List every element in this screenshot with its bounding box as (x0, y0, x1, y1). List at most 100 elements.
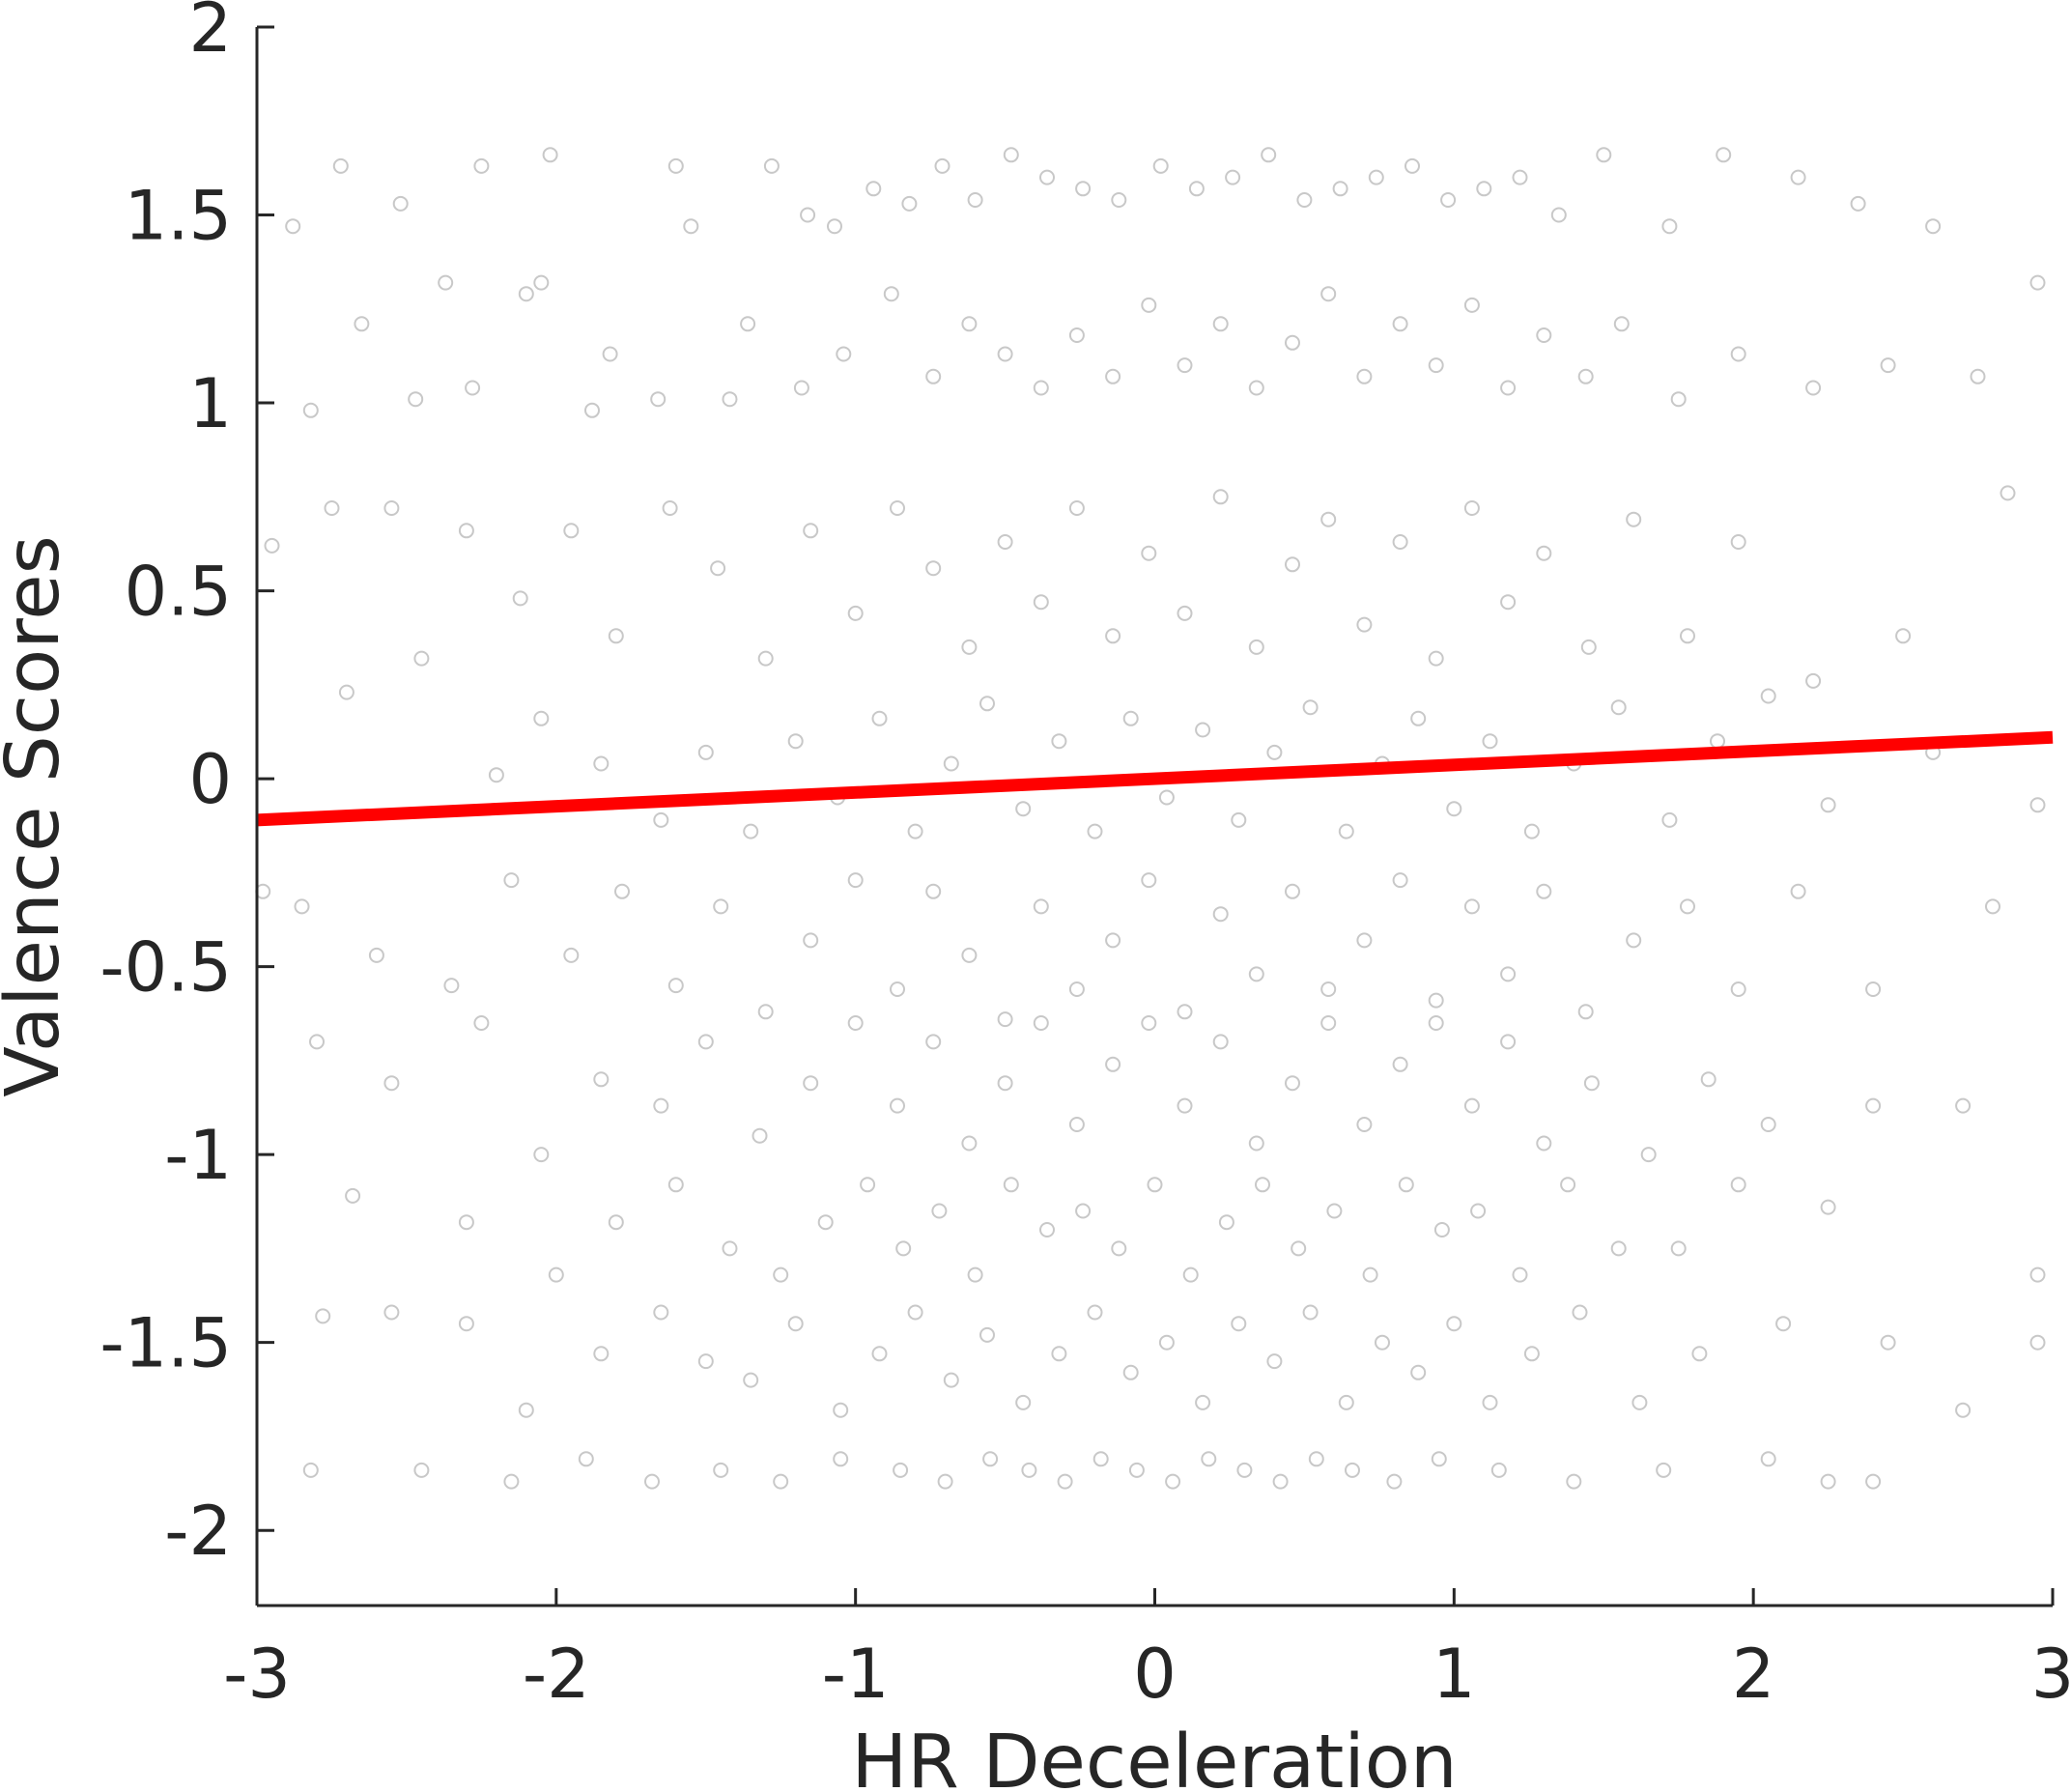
scatter-point (934, 157, 950, 174)
scatter-point (662, 500, 678, 516)
scatter-point (827, 218, 842, 235)
scatter-point (865, 181, 882, 197)
scatter-point (697, 1353, 714, 1370)
scatter-point (1177, 1004, 1193, 1020)
scatter-point (1410, 1364, 1427, 1380)
scatter-point (644, 1473, 660, 1490)
scatter-point (1730, 346, 1746, 362)
scatter-point (1087, 1304, 1103, 1321)
scatter-point (1158, 1334, 1175, 1351)
scatter-point (743, 1372, 759, 1388)
scatter-point (1790, 883, 1806, 899)
scatter-point (578, 1451, 594, 1467)
scatter-point (773, 1473, 789, 1490)
scatter-point (1500, 594, 1517, 611)
scatter-point (1177, 1097, 1193, 1114)
scatter-point (1730, 981, 1746, 997)
scatter-point (1865, 1473, 1882, 1490)
scatter-point (1075, 1203, 1092, 1219)
scatter-point (1631, 1394, 1648, 1410)
scatter-point (1463, 500, 1480, 516)
scatter-point (667, 1177, 684, 1193)
scatter-point (1051, 1346, 1067, 1362)
scatter-point (1577, 1004, 1594, 1020)
scatter-point (1680, 898, 1695, 915)
scatter-point (1141, 297, 1157, 313)
scatter-point (2029, 274, 2046, 291)
scatter-point (1583, 1075, 1600, 1092)
scatter-point (1302, 1304, 1319, 1321)
scatter-point (803, 932, 819, 949)
scatter-point (925, 560, 942, 577)
scatter-point (1760, 1451, 1776, 1467)
scatter-point (697, 1034, 714, 1050)
scatter-point (458, 1316, 474, 1332)
scatter-point (1820, 1199, 1836, 1215)
scatter-point (438, 274, 454, 291)
scatter-point (1152, 157, 1169, 174)
scatter-point (1386, 1473, 1403, 1490)
scatter-point (1291, 1240, 1307, 1257)
scatter-point (1326, 1203, 1343, 1219)
scatter-point (1428, 1015, 1444, 1031)
scatter-point (1068, 1117, 1085, 1132)
scatter-point (1338, 1394, 1354, 1410)
scatter-point (1566, 1473, 1582, 1490)
scatter-point (1970, 368, 1986, 384)
scatter-point (1805, 380, 1822, 396)
scatter-point (1068, 981, 1085, 997)
scatter-point (1320, 511, 1337, 527)
scatter-point (458, 1214, 474, 1231)
scatter-point (1428, 650, 1444, 667)
y-tick-label: -0.5 (99, 928, 232, 1008)
scatter-point (1428, 357, 1444, 374)
scatter-point (1356, 1117, 1373, 1132)
scatter-point (593, 1071, 610, 1088)
scatter-point (836, 346, 852, 362)
scatter-point (302, 1462, 319, 1478)
scatter-point (309, 1034, 325, 1050)
scatter-point (2000, 485, 2016, 501)
scatter-point (931, 1203, 948, 1219)
scatter-point (1212, 489, 1229, 505)
scatter-point (1512, 1266, 1528, 1283)
scatter-point (943, 1372, 959, 1388)
scatter-point (1158, 789, 1175, 806)
scatter-point (2029, 1266, 2046, 1283)
scatter-point (302, 402, 319, 418)
scatter-point (1572, 1304, 1588, 1321)
scatter-point (1656, 1462, 1672, 1478)
scatter-point (1266, 744, 1283, 760)
scatter-point (1033, 380, 1049, 396)
scatter-point (383, 500, 400, 516)
scatter-point (982, 1451, 999, 1467)
y-tick-label: 0 (188, 740, 232, 819)
scatter-point (1512, 169, 1528, 185)
scatter-point (1661, 218, 1678, 235)
scatter-point (1218, 1214, 1234, 1231)
scatter-point (1850, 195, 1866, 212)
scatter-point (653, 1097, 669, 1114)
scatter-point (548, 1266, 564, 1283)
scatter-point (653, 1304, 669, 1321)
scatter-point (1039, 169, 1055, 185)
scatter-point (979, 696, 995, 712)
x-tick-label: 1 (1433, 1635, 1476, 1714)
scatter-point (1068, 500, 1085, 516)
scatter-point (1255, 1177, 1270, 1193)
scatter-point (473, 1015, 490, 1031)
scatter-point (722, 1240, 738, 1257)
scatter-point (1033, 594, 1049, 611)
scatter-point (443, 978, 460, 994)
scatter-point (961, 316, 978, 332)
scatter-point (871, 710, 888, 726)
scatter-point (1375, 1334, 1390, 1351)
scatter-point (833, 1451, 849, 1467)
scatter-point (563, 947, 580, 963)
scatter-point (763, 157, 780, 174)
scatter-point (1760, 688, 1776, 704)
scatter-point (961, 639, 978, 655)
scatter-point (667, 978, 684, 994)
scatter-point (465, 380, 481, 396)
